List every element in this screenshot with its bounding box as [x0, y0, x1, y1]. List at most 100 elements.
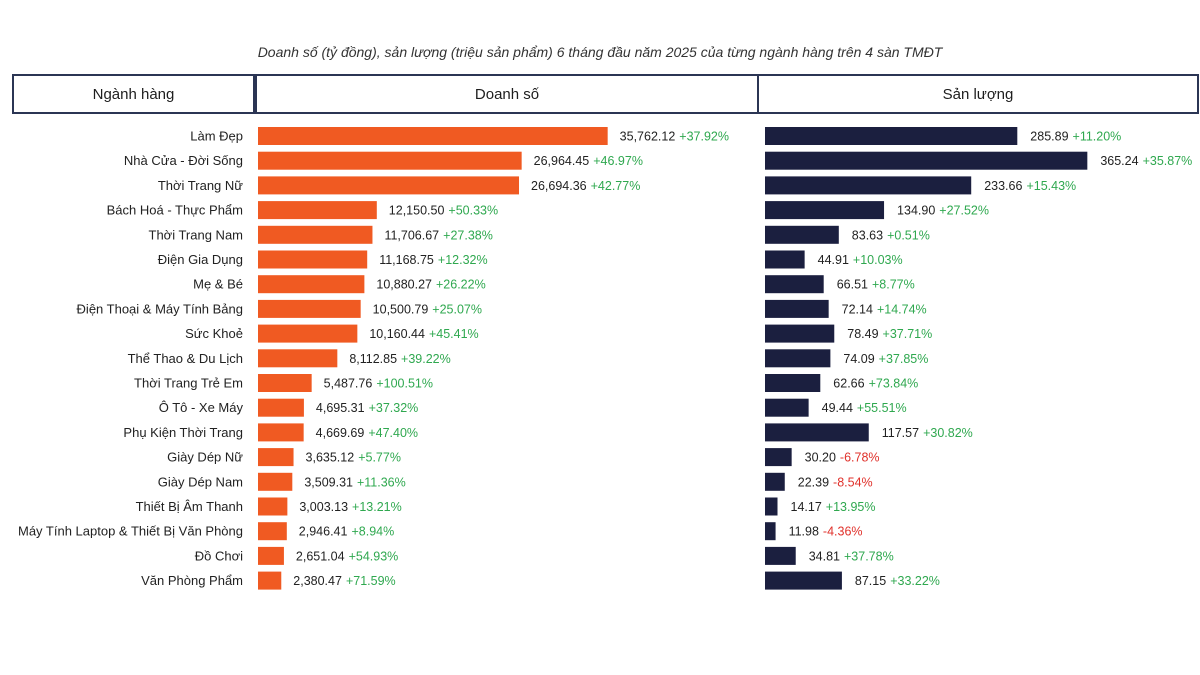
revenue-value-label: 10,500.79 — [373, 302, 429, 316]
volume-value-label: 34.81 — [809, 549, 840, 563]
volume-value-label: 72.14 — [842, 302, 873, 316]
revenue-value-label: 10,880.27 — [376, 278, 432, 292]
volume-value-label: 74.09 — [843, 352, 874, 366]
volume-change-label: -8.54% — [833, 475, 873, 489]
volume-bar — [765, 349, 831, 368]
category-label: Thời Trang Nam — [149, 227, 244, 242]
category-label: Điện Thoại & Máy Tính Bảng — [77, 301, 243, 316]
revenue-change-label: +37.92% — [679, 130, 729, 144]
revenue-change-label: +26.22% — [436, 278, 486, 292]
revenue-bar — [258, 250, 368, 269]
revenue-bar — [258, 201, 377, 220]
volume-value-label: 365.24 — [1100, 154, 1138, 168]
category-label: Thiết Bị Âm Thanh — [136, 499, 243, 514]
revenue-value-label: 2,380.47 — [293, 574, 342, 588]
revenue-value-label: 5,487.76 — [324, 377, 373, 391]
category-label: Thời Trang Trẻ Em — [134, 376, 243, 391]
revenue-bar — [258, 423, 304, 442]
category-label: Sức Khoẻ — [185, 326, 243, 341]
revenue-bar — [258, 571, 282, 590]
revenue-bar — [258, 374, 312, 392]
header-volume: Sản lượng — [757, 74, 1199, 114]
revenue-change-label: +5.77% — [358, 451, 401, 465]
volume-change-label: +73.84% — [869, 377, 919, 391]
revenue-change-label: +12.32% — [438, 253, 488, 267]
volume-change-label: +8.77% — [872, 278, 915, 292]
volume-bar — [765, 127, 1018, 145]
revenue-change-label: +100.51% — [376, 377, 433, 391]
volume-value-label: 87.15 — [855, 574, 886, 588]
revenue-bar — [258, 275, 365, 294]
revenue-bar — [258, 324, 358, 343]
volume-bar — [765, 472, 785, 491]
revenue-change-label: +71.59% — [346, 574, 396, 588]
revenue-value-label: 3,003.13 — [299, 500, 348, 514]
volume-value-label: 30.20 — [805, 451, 836, 465]
revenue-value-label: 3,509.31 — [304, 475, 353, 489]
revenue-bar — [258, 398, 304, 417]
revenue-change-label: +46.97% — [593, 154, 643, 168]
volume-change-label: +27.52% — [939, 204, 989, 218]
category-label: Thể Thao & Du Lịch — [128, 351, 243, 366]
revenue-change-label: +8.94% — [351, 525, 394, 539]
volume-change-label: +14.74% — [877, 302, 927, 316]
category-label: Điện Gia Dụng — [158, 252, 243, 267]
volume-value-label: 49.44 — [822, 401, 853, 415]
revenue-value-label: 35,762.12 — [620, 130, 676, 144]
category-label: Đồ Chơi — [195, 548, 243, 563]
volume-change-label: +37.85% — [879, 352, 929, 366]
volume-value-label: 14.17 — [791, 500, 822, 514]
header-category-label: Ngành hàng — [92, 85, 175, 103]
volume-value-label: 44.91 — [818, 253, 849, 267]
volume-change-label: +0.51% — [887, 228, 930, 242]
revenue-bar — [258, 522, 287, 541]
volume-value-label: 78.49 — [847, 327, 878, 341]
revenue-bar — [258, 349, 338, 368]
revenue-bar — [258, 448, 294, 467]
revenue-change-label: +54.93% — [349, 549, 399, 563]
volume-bar — [765, 398, 809, 417]
volume-bar — [765, 522, 776, 541]
volume-value-label: 11.98 — [789, 525, 819, 539]
volume-value-label: 66.51 — [837, 278, 868, 292]
revenue-bar — [258, 151, 522, 170]
volume-bar — [765, 448, 792, 467]
revenue-change-label: +25.07% — [432, 302, 482, 316]
volume-change-label: +35.87% — [1143, 154, 1193, 168]
volume-change-label: +13.95% — [826, 500, 876, 514]
category-label: Làm Đẹp — [190, 129, 243, 144]
volume-value-label: 62.66 — [833, 377, 864, 391]
volume-change-label: -4.36% — [823, 525, 863, 539]
revenue-change-label: +42.77% — [591, 179, 641, 193]
volume-bar — [765, 571, 842, 590]
chart-title: Doanh số (tỷ đồng), sản lượng (triệu sản… — [257, 44, 943, 60]
volume-bar — [765, 201, 885, 220]
revenue-value-label: 12,150.50 — [389, 204, 445, 218]
header-revenue-label: Doanh số — [474, 85, 540, 103]
revenue-change-label: +27.38% — [443, 228, 493, 242]
revenue-change-label: +45.41% — [429, 327, 479, 341]
volume-bar — [765, 176, 972, 195]
revenue-value-label: 8,112.85 — [349, 352, 397, 366]
volume-change-label: +55.51% — [857, 401, 907, 415]
revenue-bar — [258, 472, 293, 491]
category-label: Giày Dép Nam — [158, 474, 243, 489]
volume-change-label: +10.03% — [853, 253, 903, 267]
revenue-value-label: 26,964.45 — [534, 154, 590, 168]
volume-bar — [765, 250, 805, 269]
revenue-value-label: 2,946.41 — [299, 525, 348, 539]
category-label: Ô Tô - Xe Máy — [159, 400, 244, 415]
category-label: Máy Tính Laptop & Thiết Bị Văn Phòng — [18, 524, 243, 539]
category-label: Giày Dép Nữ — [167, 450, 243, 465]
volume-change-label: +11.20% — [1073, 130, 1122, 144]
revenue-value-label: 11,706.67 — [384, 228, 439, 242]
volume-bar — [765, 423, 869, 442]
revenue-bar — [258, 546, 284, 565]
revenue-change-label: +37.32% — [369, 401, 419, 415]
volume-value-label: 22.39 — [798, 475, 829, 489]
header-volume-label: Sản lượng — [942, 85, 1014, 103]
volume-bar — [765, 275, 824, 294]
volume-bar — [765, 497, 778, 516]
volume-value-label: 117.57 — [882, 426, 919, 440]
volume-change-label: +37.78% — [844, 549, 894, 563]
